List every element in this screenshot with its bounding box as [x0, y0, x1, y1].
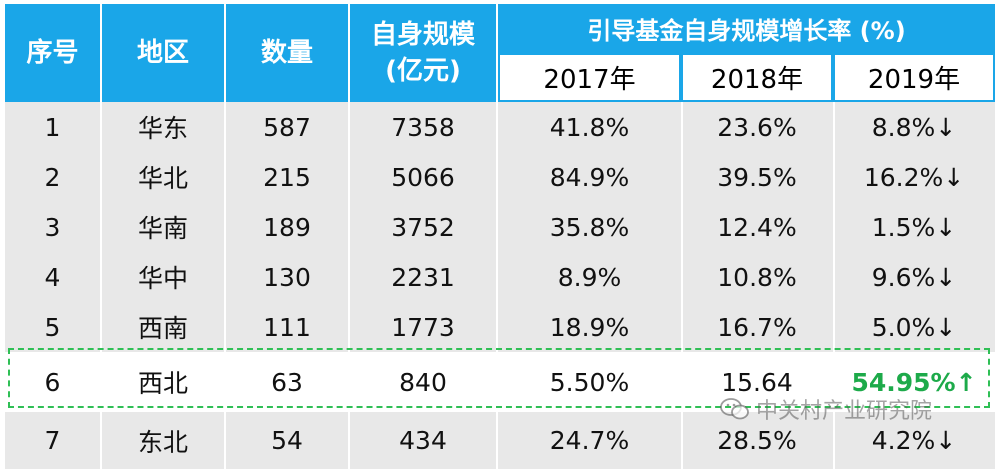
- cell-scale: 3752: [391, 212, 455, 242]
- cell-index: 1: [44, 112, 61, 142]
- cell-count: 111: [263, 312, 311, 342]
- cell-scale: 434: [399, 426, 447, 455]
- cell-growth-2017: 8.9%: [557, 262, 622, 292]
- cell-growth-2019: 1.5%↓: [871, 212, 957, 242]
- cell-growth-2017: 5.50%: [549, 367, 630, 397]
- table-row: 2 华北 215 5066 84.9% 39.5% 16.2%↓: [5, 152, 995, 202]
- table-row: 3 华南 189 3752 35.8% 12.4% 1.5%↓: [5, 202, 995, 252]
- cell-region: 西南: [137, 314, 188, 343]
- cell-index: 4: [44, 262, 61, 292]
- cell-count: 215: [263, 162, 311, 192]
- cell-count: 189: [263, 212, 311, 242]
- cell-growth-2018: 23.6%: [717, 112, 797, 142]
- cell-count: 63: [271, 367, 303, 397]
- cell-growth-2018: 12.4%: [717, 212, 797, 242]
- table-row-highlighted: 6 西北 63 840 5.50% 15.64 54.95%↑: [5, 352, 995, 412]
- cell-region: 华东: [137, 114, 188, 143]
- watermark-text: 中关村产业研究院: [756, 399, 933, 424]
- watermark: 中关村产业研究院: [720, 392, 932, 426]
- cell-count: 587: [263, 112, 311, 142]
- header-scale-line1: 自身规模: [370, 20, 475, 50]
- cell-index: 5: [44, 312, 61, 342]
- cell-growth-2018: 28.5%: [717, 426, 797, 455]
- growth-table: 序号 地区 数量 自身规模 (亿元) 引导基金自身规模增长率 (%) 2017年…: [5, 4, 995, 469]
- cell-index: 6: [44, 367, 61, 397]
- cell-growth-2018: 39.5%: [717, 162, 797, 192]
- table-row: 5 西南 111 1773 18.9% 16.7% 5.0%↓: [5, 302, 995, 352]
- table-row: 4 华中 130 2231 8.9% 10.8% 9.6%↓: [5, 252, 995, 302]
- cell-growth-2019: 16.2%↓: [863, 162, 965, 192]
- cell-scale: 840: [399, 367, 447, 397]
- cell-growth-2018: 10.8%: [717, 262, 797, 292]
- header-scale: 自身规模 (亿元): [350, 4, 496, 102]
- header-region: 地区: [102, 4, 224, 102]
- cell-growth-2017: 84.9%: [549, 162, 630, 192]
- header-count: 数量: [226, 4, 348, 102]
- cell-region: 东北: [137, 427, 188, 457]
- cell-region: 西北: [137, 369, 188, 398]
- header-year-2017: 2017年: [498, 53, 681, 102]
- cell-growth-2019: 5.0%↓: [871, 312, 957, 342]
- cell-growth-2017: 24.7%: [549, 426, 630, 455]
- table-row: 1 华东 587 7358 41.8% 23.6% 8.8%↓: [5, 102, 995, 152]
- cell-region: 华南: [137, 214, 188, 243]
- table-body: 1 华东 587 7358 41.8% 23.6% 8.8%↓ 2 华北 215…: [5, 102, 995, 469]
- cell-growth-2019: 9.6%↓: [871, 262, 957, 292]
- header-index: 序号: [5, 4, 100, 102]
- header-year-2018: 2018年: [681, 53, 833, 102]
- cell-growth-2018: 16.7%: [717, 312, 797, 342]
- cell-growth-2019: 54.95%↑: [851, 367, 977, 397]
- cell-growth-2018: 15.64: [721, 367, 793, 397]
- cell-count: 130: [263, 262, 311, 292]
- wechat-icon: [720, 398, 749, 420]
- cell-scale: 7358: [391, 112, 455, 142]
- cell-region: 华中: [137, 264, 188, 293]
- header-scale-line2: (亿元): [385, 56, 461, 86]
- table-row: 7 东北 54 434 24.7% 28.5% 4.2%↓: [5, 412, 995, 469]
- cell-index: 3: [44, 212, 61, 242]
- cell-growth-2017: 18.9%: [549, 312, 630, 342]
- cell-growth-2017: 35.8%: [549, 212, 630, 242]
- cell-scale: 2231: [391, 262, 455, 292]
- cell-index: 7: [44, 426, 61, 455]
- cell-region: 华北: [137, 164, 188, 193]
- cell-growth-2017: 41.8%: [549, 112, 630, 142]
- cell-growth-2019: 4.2%↓: [871, 426, 957, 455]
- header-growth: 引导基金自身规模增长率 (%): [498, 4, 995, 53]
- cell-count: 54: [271, 426, 303, 455]
- cell-index: 2: [44, 162, 61, 192]
- cell-scale: 5066: [391, 162, 455, 192]
- table-header: 序号 地区 数量 自身规模 (亿元) 引导基金自身规模增长率 (%) 2017年…: [5, 4, 995, 102]
- header-year-2019: 2019年: [833, 53, 995, 102]
- cell-scale: 1773: [391, 312, 455, 342]
- cell-growth-2019: 8.8%↓: [871, 112, 957, 142]
